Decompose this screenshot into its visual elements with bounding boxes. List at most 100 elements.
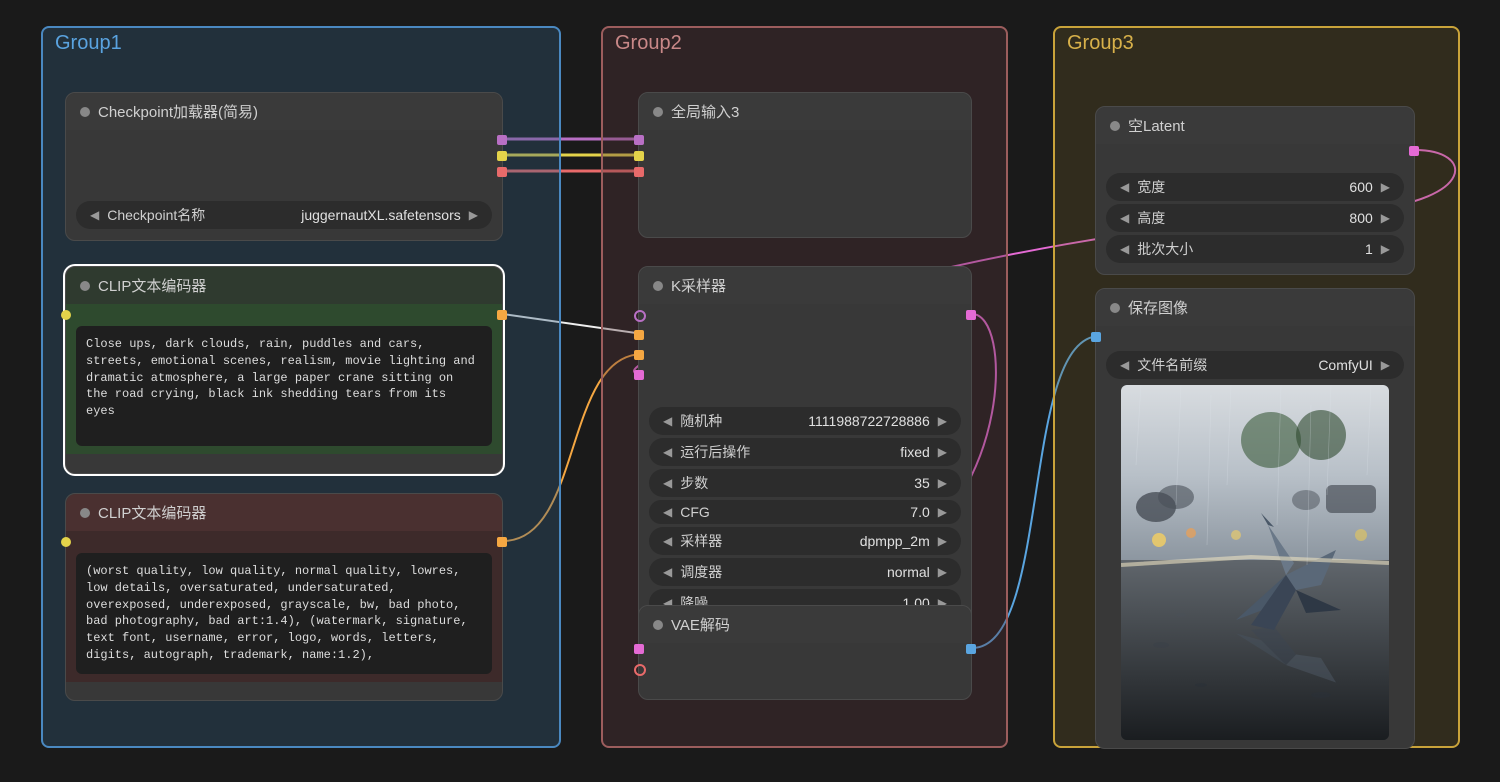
input-port[interactable]: [634, 350, 644, 360]
input-port[interactable]: [634, 135, 644, 145]
param-value[interactable]: 600: [1165, 179, 1373, 195]
param-value[interactable]: 7.0: [710, 504, 930, 520]
param-value[interactable]: 1111988722728886: [722, 413, 930, 429]
param-label: 采样器: [680, 531, 722, 551]
input-port[interactable]: [634, 310, 646, 322]
arrow-left-icon[interactable]: ◀: [86, 208, 103, 222]
output-port[interactable]: [497, 537, 507, 547]
param-label: CFG: [680, 504, 710, 520]
output-port[interactable]: [966, 644, 976, 654]
param-采样器[interactable]: ◀ 采样器dpmpp_2m ▶: [649, 527, 961, 555]
output-port[interactable]: [966, 310, 976, 320]
arrow-right-icon[interactable]: ▶: [934, 565, 951, 579]
input-port[interactable]: [634, 664, 646, 676]
param-高度[interactable]: ◀高度800▶: [1106, 204, 1404, 232]
node-header[interactable]: VAE解码: [639, 606, 971, 643]
input-port[interactable]: [61, 310, 71, 320]
prompt-text[interactable]: (worst quality, low quality, normal qual…: [76, 553, 492, 674]
param-调度器[interactable]: ◀ 调度器normal ▶: [649, 558, 961, 586]
param-运行后操作[interactable]: ◀ 运行后操作fixed ▶: [649, 438, 961, 466]
param-label: 调度器: [680, 562, 722, 582]
param-value[interactable]: dpmpp_2m: [722, 533, 930, 549]
input-port[interactable]: [61, 537, 71, 547]
output-image-preview[interactable]: [1121, 385, 1389, 740]
output-port[interactable]: [497, 135, 507, 145]
node-header[interactable]: CLIP文本编码器: [66, 494, 502, 531]
output-port[interactable]: [497, 310, 507, 320]
group-title: Group1: [55, 32, 122, 55]
param-文件名前缀[interactable]: ◀文件名前缀ComfyUI▶: [1106, 351, 1404, 379]
arrow-right-icon[interactable]: ▶: [1377, 242, 1394, 256]
node-collapse-dot[interactable]: [1110, 303, 1120, 313]
node-header[interactable]: 全局输入3: [639, 93, 971, 130]
arrow-right-icon[interactable]: ▶: [465, 208, 482, 222]
arrow-right-icon[interactable]: ▶: [1377, 180, 1394, 194]
node-clip_pos[interactable]: CLIP文本编码器 Close ups, dark clouds, rain, p…: [65, 266, 503, 474]
param-批次大小[interactable]: ◀ 批次大小1 ▶: [1106, 235, 1404, 263]
input-port[interactable]: [634, 151, 644, 161]
input-port[interactable]: [1091, 332, 1101, 342]
param-CFG[interactable]: ◀ CFG7.0 ▶: [649, 500, 961, 524]
node-collapse-dot[interactable]: [653, 620, 663, 630]
node-collapse-dot[interactable]: [1110, 121, 1120, 131]
arrow-right-icon[interactable]: ▶: [934, 476, 951, 490]
arrow-left-icon[interactable]: ◀: [659, 565, 676, 579]
node-collapse-dot[interactable]: [653, 281, 663, 291]
node-header[interactable]: Checkpoint加载器(简易): [66, 93, 502, 130]
arrow-right-icon[interactable]: ▶: [934, 534, 951, 548]
arrow-left-icon[interactable]: ◀: [659, 476, 676, 490]
param-label: 运行后操作: [680, 442, 750, 462]
node-empty_latent[interactable]: 空Latent◀宽度600▶◀高度800▶◀批次大小1▶: [1095, 106, 1415, 275]
arrow-left-icon[interactable]: ◀: [659, 505, 676, 519]
param-随机种[interactable]: ◀ 随机种1111988722728886 ▶: [649, 407, 961, 435]
param-value[interactable]: fixed: [750, 444, 930, 460]
node-header[interactable]: CLIP文本编码器: [66, 267, 502, 304]
output-port[interactable]: [1409, 146, 1419, 156]
node-clip_neg[interactable]: CLIP文本编码器 (worst quality, low quality, no…: [65, 493, 503, 701]
arrow-right-icon[interactable]: ▶: [934, 505, 951, 519]
input-port[interactable]: [634, 167, 644, 177]
arrow-right-icon[interactable]: ▶: [1377, 358, 1394, 372]
param-value[interactable]: 35: [708, 475, 930, 491]
input-port[interactable]: [634, 370, 644, 380]
arrow-left-icon[interactable]: ◀: [1116, 211, 1133, 225]
param-步数[interactable]: ◀步数35▶: [649, 469, 961, 497]
node-body: ◀宽度600▶◀高度800▶◀批次大小1▶: [1096, 144, 1414, 274]
param-value[interactable]: juggernautXL.safetensors: [205, 207, 460, 223]
arrow-right-icon[interactable]: ▶: [934, 414, 951, 428]
node-global_in[interactable]: 全局输入3: [638, 92, 972, 238]
input-port[interactable]: [634, 644, 644, 654]
arrow-left-icon[interactable]: ◀: [1116, 242, 1133, 256]
output-port[interactable]: [497, 151, 507, 161]
node-collapse-dot[interactable]: [80, 508, 90, 518]
param-Checkpoint名称[interactable]: ◀ Checkpoint名称juggernautXL.safetensors ▶: [76, 201, 492, 229]
param-value[interactable]: normal: [722, 564, 930, 580]
param-value[interactable]: ComfyUI: [1207, 357, 1373, 373]
arrow-left-icon[interactable]: ◀: [659, 445, 676, 459]
arrow-left-icon[interactable]: ◀: [1116, 180, 1133, 194]
arrow-right-icon[interactable]: ▶: [1377, 211, 1394, 225]
param-label: 随机种: [680, 411, 722, 431]
node-collapse-dot[interactable]: [80, 107, 90, 117]
arrow-left-icon[interactable]: ◀: [659, 414, 676, 428]
param-宽度[interactable]: ◀宽度600▶: [1106, 173, 1404, 201]
input-port[interactable]: [634, 330, 644, 340]
node-save_image[interactable]: 保存图像◀文件名前缀ComfyUI▶: [1095, 288, 1415, 749]
param-value[interactable]: 800: [1165, 210, 1373, 226]
node-header[interactable]: K采样器: [639, 267, 971, 304]
arrow-right-icon[interactable]: ▶: [934, 445, 951, 459]
node-ksampler[interactable]: K采样器◀随机种1111988722728886▶◀运行后操作fixed▶◀步数…: [638, 266, 972, 629]
node-checkpoint[interactable]: Checkpoint加载器(简易) ◀ Checkpoint名称juggernaut…: [65, 92, 503, 241]
node-vae_decode[interactable]: VAE解码: [638, 605, 972, 700]
arrow-left-icon[interactable]: ◀: [659, 534, 676, 548]
prompt-text[interactable]: Close ups, dark clouds, rain, puddles an…: [76, 326, 492, 446]
node-collapse-dot[interactable]: [653, 107, 663, 117]
node-collapse-dot[interactable]: [80, 281, 90, 291]
output-port[interactable]: [497, 167, 507, 177]
node-header[interactable]: 保存图像: [1096, 289, 1414, 326]
node-header[interactable]: 空Latent: [1096, 107, 1414, 144]
param-label: Checkpoint名称: [107, 205, 205, 225]
arrow-left-icon[interactable]: ◀: [1116, 358, 1133, 372]
param-label: 批次大小: [1137, 239, 1193, 259]
param-value[interactable]: 1: [1193, 241, 1373, 257]
